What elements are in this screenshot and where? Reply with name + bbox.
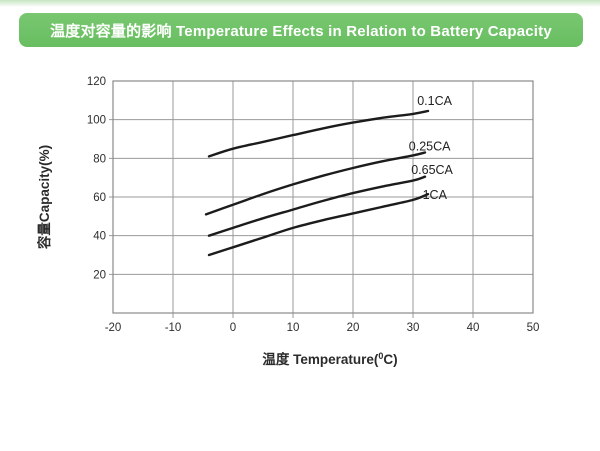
y-axis-title: 容量Capacity(%) [36, 145, 52, 250]
x-tick-label: 50 [527, 322, 540, 334]
curve-label-0.1CA: 0.1CA [417, 94, 452, 108]
curve-0.1CA [207, 109, 430, 158]
y-tick-label: 40 [93, 231, 106, 243]
x-tick-label: 30 [407, 322, 420, 334]
curve-1CA [207, 192, 430, 257]
curve-0.25CA [204, 151, 427, 216]
x-tick-label: 20 [347, 322, 360, 334]
y-tick-label: 120 [87, 76, 106, 88]
y-tick-label: 60 [93, 192, 106, 204]
page-title: 温度对容量的影响 Temperature Effects in Relation… [50, 22, 552, 40]
x-axis-title: 温度 Temperature(0C) [262, 351, 397, 367]
y-tick-label: 100 [87, 115, 106, 127]
title-banner: 温度对容量的影响 Temperature Effects in Relation… [19, 13, 583, 47]
curve-label-1CA: 1CA [423, 188, 448, 202]
curve-label-0.25CA: 0.25CA [409, 140, 451, 154]
top-gradient-strip [0, 0, 600, 7]
curve-0.65CA [207, 175, 427, 237]
x-tick-label: 0 [230, 322, 236, 334]
x-tick-label: -10 [165, 322, 182, 334]
curve-label-0.65CA: 0.65CA [411, 163, 453, 177]
x-tick-label: 10 [287, 322, 300, 334]
x-tick-label: 40 [467, 322, 480, 334]
x-tick-label: -20 [105, 322, 122, 334]
y-tick-label: 20 [93, 269, 106, 281]
plot-frame [112, 80, 534, 314]
y-tick-label: 80 [93, 153, 106, 165]
